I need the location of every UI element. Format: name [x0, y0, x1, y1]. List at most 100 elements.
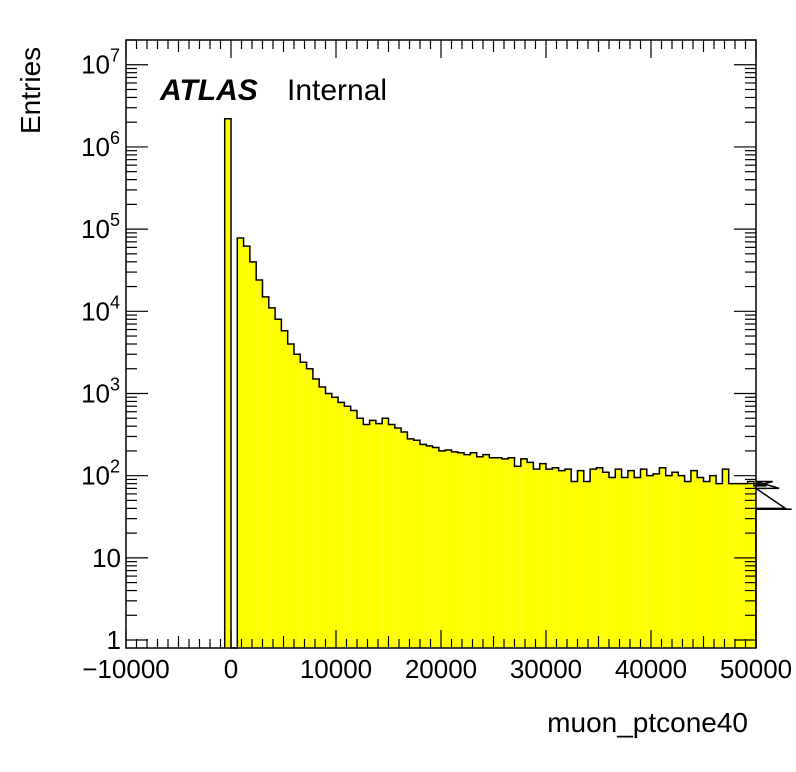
histogram-bar [388, 424, 395, 648]
histogram-bar [470, 452, 477, 648]
histogram-bar [281, 330, 288, 648]
histogram-bar [243, 246, 250, 648]
histogram-bar [394, 428, 402, 648]
histogram-bar [483, 454, 490, 648]
histogram-bar [369, 420, 376, 648]
bars-layer [224, 118, 756, 648]
histogram-bar [634, 477, 641, 648]
y-axis-title: Entries [15, 47, 46, 134]
histogram-bar [583, 481, 591, 648]
plot-frame [125, 39, 757, 649]
histogram-bar [249, 261, 257, 648]
histogram-bar [747, 481, 754, 648]
histogram-bar [375, 423, 383, 648]
histogram-bar [678, 475, 685, 648]
histogram-bar [615, 469, 622, 648]
histogram-bar [640, 469, 647, 648]
histogram-bar [268, 307, 276, 648]
histogram-bar [319, 386, 326, 648]
histogram-outline [223, 118, 792, 649]
histogram-bar [275, 319, 282, 648]
histogram-bar [735, 483, 742, 648]
histogram-bar [741, 483, 748, 648]
internal-label: Internal [287, 74, 387, 107]
histogram-bar [256, 280, 263, 648]
histogram-bar [344, 406, 351, 648]
histogram-bar [697, 477, 704, 648]
histogram-bar [300, 362, 307, 648]
histogram-bar [432, 447, 439, 648]
x-tick-label: 40000 [615, 654, 687, 684]
histogram-bar [703, 481, 710, 648]
histogram-bar [331, 397, 339, 648]
histogram-bar [539, 463, 546, 648]
histogram-bar [552, 467, 559, 648]
histogram-bar [590, 469, 597, 648]
histogram-bar [520, 458, 528, 648]
y-tick-label: 10 [92, 543, 121, 573]
histogram-bar [501, 458, 509, 648]
histogram-bar [363, 424, 370, 648]
y-tick-label: 104 [81, 292, 120, 326]
histogram-bar [445, 450, 452, 648]
histogram-bar [312, 379, 320, 648]
histogram-bar [621, 477, 628, 648]
histogram-bar [672, 472, 679, 648]
histogram-bar [546, 469, 553, 648]
histogram-bar [508, 457, 515, 648]
histogram-bar [609, 477, 616, 648]
histogram-bar [306, 368, 313, 648]
y-tick-label: 103 [81, 374, 120, 408]
histogram-bar [533, 469, 540, 648]
histogram-bar [646, 475, 654, 648]
y-tick-label: 102 [81, 457, 120, 491]
x-tick-label: 20000 [405, 654, 477, 684]
histogram-bar [659, 467, 666, 648]
x-tick-label: 10000 [300, 654, 372, 684]
histogram-bar [709, 475, 717, 648]
y-tick-label: 106 [81, 128, 120, 162]
histogram-bar [728, 483, 735, 648]
histogram-bar [602, 472, 609, 648]
histogram-bar [325, 393, 332, 648]
y-tick-labels: 1 10 102 103 104 105 106 107 [81, 46, 121, 655]
histogram-bar [401, 431, 408, 648]
histogram-bar [338, 402, 345, 648]
histogram-bar [464, 454, 471, 648]
histogram-bar [237, 237, 244, 648]
histogram-bar [407, 438, 414, 648]
histogram-bar [577, 470, 584, 648]
histogram-bar [564, 469, 572, 648]
histogram-bar [438, 450, 446, 648]
x-tick-label: 50000 [720, 654, 792, 684]
histogram-bar [420, 444, 427, 648]
histogram-bar [451, 451, 458, 648]
histogram-bar [722, 469, 729, 648]
histogram-bar [495, 457, 502, 648]
histogram-bar [262, 296, 269, 648]
histogram-bar [413, 440, 420, 648]
histogram-bar [476, 456, 483, 648]
x-tick-label: 30000 [510, 654, 582, 684]
histogram-bar [690, 470, 698, 648]
histogram-bar [294, 354, 301, 648]
histogram-bar [426, 445, 433, 648]
y-tick-label: 107 [81, 46, 120, 80]
histogram-bar [287, 344, 294, 648]
histogram-bar [224, 118, 231, 648]
atlas-label: ATLAS [159, 74, 258, 107]
x-tick-label: −10000 [82, 654, 169, 684]
histogram-bar [653, 473, 660, 648]
histogram-bar [558, 470, 565, 648]
x-tick-labels: −10000 0 10000 20000 30000 40000 50000 [82, 654, 792, 684]
y-tick-label: 1 [107, 625, 121, 655]
histogram-bar [627, 470, 635, 648]
histogram-bar [571, 481, 578, 648]
histogram-bar [514, 466, 521, 648]
histogram-bar [357, 418, 364, 648]
x-axis-title: muon_ptcone40 [547, 707, 748, 738]
histogram-bar [753, 485, 756, 648]
histogram-bar [684, 481, 691, 648]
histogram-bar [382, 418, 389, 648]
